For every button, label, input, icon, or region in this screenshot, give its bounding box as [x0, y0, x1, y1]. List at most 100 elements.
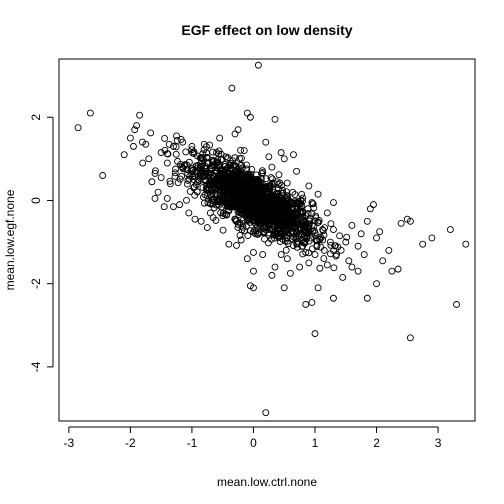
data-point: [178, 172, 186, 180]
data-point: [203, 224, 211, 231]
data-point: [197, 162, 205, 170]
data-point: [240, 209, 248, 216]
data-point: [202, 177, 210, 185]
data-point: [255, 198, 263, 206]
data-point: [262, 175, 270, 183]
data-point: [272, 193, 280, 201]
data-point: [360, 251, 368, 259]
data-point: [271, 115, 279, 123]
data-point: [223, 211, 231, 219]
data-point: [271, 263, 279, 271]
data-point: [345, 257, 353, 265]
data-point: [272, 230, 280, 238]
data-point: [327, 241, 335, 249]
data-point: [286, 202, 294, 210]
data-point: [213, 159, 220, 167]
y-tick-label: -2: [29, 278, 43, 289]
data-point: [262, 138, 270, 146]
data-point: [151, 194, 159, 202]
data-point: [154, 188, 162, 196]
data-point: [250, 249, 257, 256]
data-point: [293, 167, 300, 175]
data-point: [200, 140, 208, 148]
data-point: [235, 168, 243, 176]
data-point: [406, 217, 414, 225]
data-point: [172, 165, 179, 173]
data-point: [254, 61, 262, 69]
x-tick-label: -3: [64, 436, 75, 450]
data-point: [252, 227, 260, 235]
data-point: [265, 153, 273, 161]
x-tick-label: -2: [125, 436, 136, 450]
data-point: [224, 192, 232, 200]
data-point: [205, 178, 213, 186]
data-point: [320, 255, 328, 262]
data-point: [280, 284, 288, 292]
data-point: [233, 217, 241, 225]
data-point: [160, 203, 168, 211]
data-point: [264, 239, 272, 247]
data-point: [201, 191, 209, 199]
data-points: [74, 61, 470, 417]
data-point: [231, 176, 239, 184]
data-point: [237, 146, 245, 154]
data-point: [243, 109, 251, 117]
data-point: [217, 209, 225, 217]
data-point: [197, 217, 205, 225]
data-point: [228, 84, 236, 92]
data-point: [289, 242, 297, 250]
data-point: [261, 235, 268, 243]
data-point: [277, 194, 285, 202]
data-point: [266, 183, 274, 190]
data-point: [294, 237, 302, 245]
data-point: [188, 146, 196, 154]
data-point: [178, 163, 186, 171]
data-point: [170, 203, 177, 211]
data-point: [272, 189, 280, 197]
data-point: [250, 176, 258, 183]
data-point: [275, 211, 283, 218]
data-point: [308, 245, 316, 253]
data-point: [354, 242, 362, 250]
data-point: [302, 301, 310, 308]
y-axis-label: mean.low.egf.none: [3, 189, 17, 290]
data-point: [199, 150, 207, 158]
data-point: [258, 167, 266, 175]
data-point: [308, 298, 316, 306]
data-point: [99, 172, 107, 179]
y-axis: -4 -2 0 2: [29, 114, 54, 372]
data-point: [321, 224, 329, 232]
data-point: [308, 210, 316, 218]
data-point: [277, 251, 285, 259]
data-point: [188, 142, 196, 150]
data-point: [209, 181, 217, 189]
data-point: [214, 200, 222, 208]
data-point: [348, 221, 356, 229]
data-point: [239, 220, 247, 228]
data-point: [176, 201, 184, 209]
data-point: [225, 207, 233, 215]
data-point: [263, 195, 271, 203]
chart-title: EGF effect on low density: [181, 22, 352, 38]
data-point: [373, 234, 380, 242]
data-point: [197, 154, 205, 162]
data-point: [206, 141, 214, 149]
data-point: [126, 134, 134, 142]
data-point: [373, 280, 380, 288]
data-point: [246, 216, 254, 224]
data-point: [259, 251, 267, 259]
data-point: [157, 149, 165, 157]
data-point: [419, 240, 427, 248]
data-point: [213, 149, 220, 157]
data-point: [305, 259, 313, 267]
data-point: [385, 246, 393, 254]
x-tick-label: 3: [435, 436, 442, 450]
data-point: [243, 161, 250, 169]
data-point: [266, 197, 274, 205]
data-point: [184, 176, 192, 184]
data-point: [183, 180, 191, 188]
data-point: [249, 179, 257, 186]
data-point: [294, 225, 302, 233]
data-point: [198, 155, 206, 163]
data-point: [286, 215, 294, 223]
